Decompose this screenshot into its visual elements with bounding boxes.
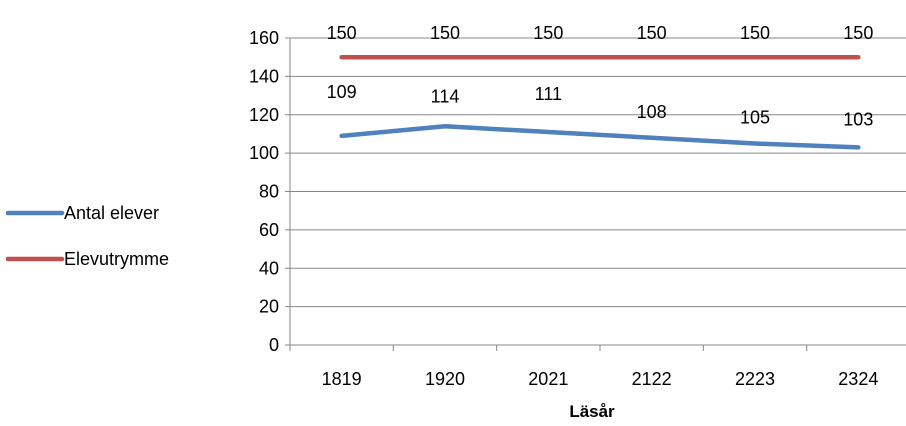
y-tick-label: 60 [259,220,279,240]
y-tick-labels: 0 20 40 60 80 100 120 140 160 [249,28,279,355]
data-label: 150 [533,23,563,43]
x-axis-title: Läsår [569,402,615,421]
axes [285,37,906,351]
data-label: 150 [430,23,460,43]
gridlines [290,37,906,308]
x-tick-label: 2122 [632,369,672,389]
x-tick-label: 1819 [322,369,362,389]
y-tick-label: 100 [249,143,279,163]
data-label: 103 [843,109,873,129]
y-tick-label: 0 [269,335,279,355]
data-label: 109 [327,82,357,102]
x-tick-labels: 1819 1920 2021 2122 2223 2324 [322,369,879,389]
x-tick-label: 2324 [838,369,878,389]
data-label: 150 [740,23,770,43]
data-label: 111 [535,84,562,104]
data-label: 114 [431,86,460,106]
data-label: 150 [843,23,873,43]
x-tick-label: 1920 [425,369,465,389]
series-line-0 [339,124,861,150]
data-labels: 109 114 111 108 105 103 150 150 150 150 150 150 [327,23,874,129]
data-label: 150 [327,23,357,43]
y-tick-label: 160 [249,28,279,48]
data-label: 150 [637,23,667,43]
legend: Antal elever Elevutrymme [5,203,169,269]
y-tick-label: 20 [259,297,279,317]
x-tick-label: 2223 [735,369,775,389]
x-tick-label: 2021 [528,369,568,389]
legend-label: Elevutrymme [64,249,169,269]
legend-label: Antal elever [64,203,159,223]
y-tick-label: 80 [259,182,279,202]
data-label: 105 [740,108,770,128]
data-label: 108 [637,102,667,122]
series-lines [339,54,861,150]
y-tick-label: 140 [249,66,279,86]
y-tick-label: 120 [249,105,279,125]
y-tick-label: 40 [259,258,279,278]
